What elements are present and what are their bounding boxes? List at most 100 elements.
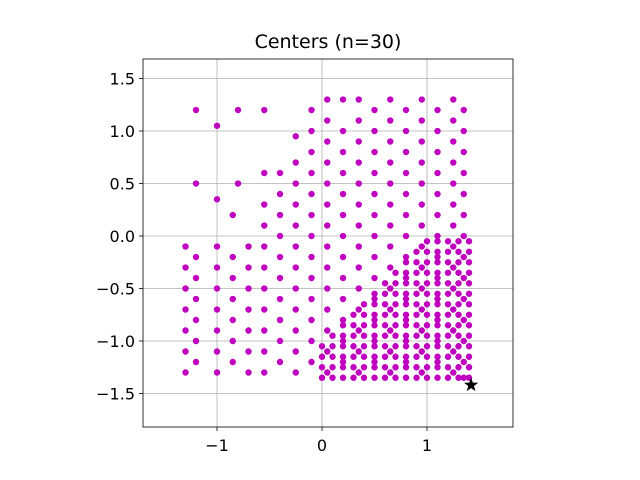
point — [413, 332, 420, 339]
point — [402, 353, 410, 360]
point — [234, 180, 242, 187]
point — [455, 332, 462, 339]
point — [455, 280, 462, 287]
point — [192, 180, 200, 187]
point — [387, 96, 394, 103]
point — [292, 306, 299, 313]
point — [402, 290, 410, 297]
point — [460, 274, 467, 282]
point — [381, 280, 389, 287]
point — [465, 322, 473, 329]
point — [308, 358, 315, 366]
point — [455, 343, 462, 350]
point — [213, 196, 221, 203]
point — [355, 117, 362, 124]
point — [339, 337, 347, 345]
point — [371, 353, 378, 360]
point — [308, 169, 315, 177]
point — [245, 369, 252, 376]
point — [450, 285, 457, 292]
point — [460, 148, 467, 156]
point — [355, 369, 362, 376]
point — [355, 201, 362, 208]
point — [434, 295, 441, 303]
point — [434, 280, 441, 287]
point — [308, 232, 315, 240]
point — [324, 327, 331, 334]
point — [318, 374, 326, 381]
point — [371, 337, 378, 345]
point — [261, 169, 268, 177]
point — [276, 358, 284, 366]
point — [434, 374, 441, 381]
point — [418, 159, 425, 166]
point — [392, 269, 399, 276]
point — [455, 259, 462, 266]
point — [434, 301, 441, 308]
point — [261, 106, 268, 114]
point — [434, 232, 441, 240]
point — [261, 369, 268, 376]
point — [324, 369, 331, 376]
point — [460, 374, 467, 381]
point — [229, 337, 236, 345]
point — [392, 290, 399, 297]
point — [413, 301, 420, 308]
plot-frame — [142, 58, 514, 428]
point — [360, 364, 368, 371]
point — [339, 316, 347, 324]
point — [329, 353, 336, 360]
point — [350, 343, 357, 350]
point — [371, 343, 378, 350]
point — [355, 96, 362, 103]
point — [460, 127, 467, 135]
point — [423, 343, 431, 350]
point — [460, 106, 467, 114]
point — [292, 369, 299, 376]
point — [360, 343, 368, 350]
point — [371, 190, 378, 198]
point — [229, 253, 236, 261]
point — [387, 327, 394, 334]
point — [418, 117, 425, 124]
point — [392, 280, 399, 287]
point — [339, 374, 347, 381]
point — [355, 243, 362, 250]
point — [423, 238, 431, 245]
point — [402, 311, 410, 318]
point — [465, 343, 473, 350]
point — [444, 259, 452, 266]
point — [371, 274, 378, 282]
point — [434, 211, 441, 219]
point — [371, 316, 378, 324]
point — [381, 332, 389, 339]
point — [450, 180, 457, 187]
point — [324, 117, 331, 124]
point — [387, 369, 394, 376]
point — [339, 322, 347, 329]
point — [360, 322, 368, 329]
point — [339, 211, 347, 219]
point — [261, 243, 268, 250]
point — [418, 264, 425, 271]
point — [276, 190, 284, 198]
point — [308, 127, 315, 135]
point — [381, 301, 389, 308]
point — [402, 169, 410, 177]
point — [355, 159, 362, 166]
point — [402, 253, 410, 261]
point — [444, 343, 452, 350]
point — [381, 364, 389, 371]
point — [350, 332, 357, 339]
point — [371, 127, 378, 135]
point — [324, 96, 331, 103]
point — [450, 201, 457, 208]
point — [276, 295, 284, 303]
x-tick-label: 1 — [422, 436, 432, 455]
point — [371, 311, 378, 318]
point — [434, 332, 441, 339]
point — [434, 322, 441, 329]
point — [292, 327, 299, 334]
point — [355, 180, 362, 187]
point — [360, 374, 368, 381]
